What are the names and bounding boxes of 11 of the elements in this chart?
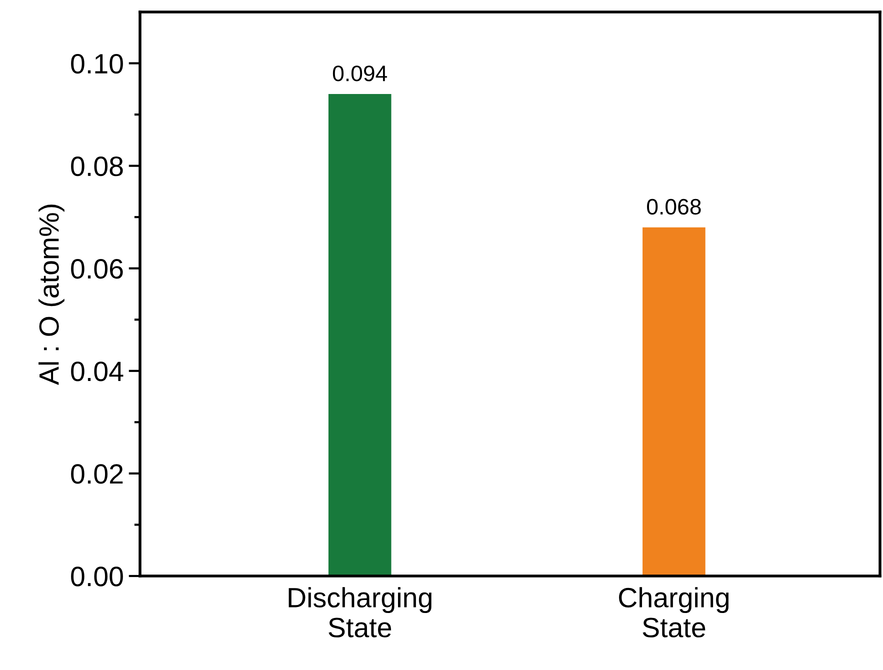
y-tick-label: 0.04 (71, 362, 124, 382)
data-label: 0.094 (332, 66, 388, 82)
y-tick-label: 0.10 (71, 54, 123, 74)
y-tick-label: 0.00 (71, 566, 123, 586)
x-tick-label: Charging State (619, 587, 729, 638)
y-tick-label: 0.06 (71, 259, 123, 279)
y-tick-label: 0.08 (71, 156, 123, 176)
y-axis-title: Al : O (atom%) (38, 204, 64, 386)
y-tick-label: 0.02 (71, 464, 123, 484)
data-label: 0.068 (647, 198, 701, 215)
x-tick-label: Discharging State (288, 587, 432, 638)
